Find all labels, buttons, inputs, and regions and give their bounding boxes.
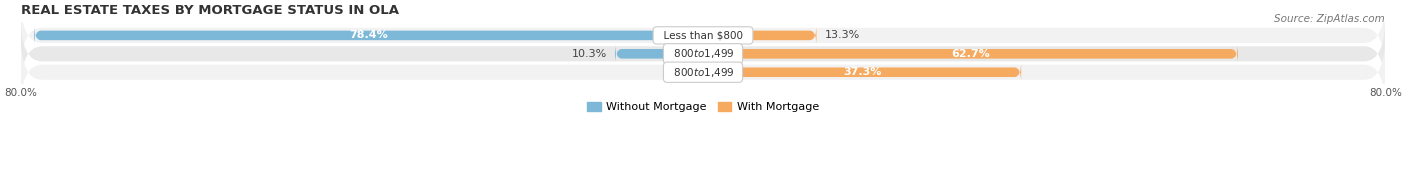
Text: 0.0%: 0.0% [666,67,695,77]
FancyBboxPatch shape [703,44,1237,64]
FancyBboxPatch shape [616,44,703,64]
Text: 62.7%: 62.7% [950,49,990,59]
FancyBboxPatch shape [21,15,1385,92]
Text: $800 to $1,499: $800 to $1,499 [666,66,740,79]
Text: Source: ZipAtlas.com: Source: ZipAtlas.com [1274,14,1385,24]
Text: $800 to $1,499: $800 to $1,499 [666,47,740,60]
Legend: Without Mortgage, With Mortgage: Without Mortgage, With Mortgage [582,98,824,117]
Text: 78.4%: 78.4% [349,30,388,40]
FancyBboxPatch shape [21,34,1385,111]
Text: 13.3%: 13.3% [825,30,860,40]
FancyBboxPatch shape [34,25,703,45]
Text: Less than $800: Less than $800 [657,30,749,40]
Text: 37.3%: 37.3% [842,67,882,77]
FancyBboxPatch shape [703,25,817,45]
FancyBboxPatch shape [703,62,1021,82]
Text: REAL ESTATE TAXES BY MORTGAGE STATUS IN OLA: REAL ESTATE TAXES BY MORTGAGE STATUS IN … [21,4,399,17]
FancyBboxPatch shape [21,0,1385,74]
Text: 10.3%: 10.3% [571,49,606,59]
